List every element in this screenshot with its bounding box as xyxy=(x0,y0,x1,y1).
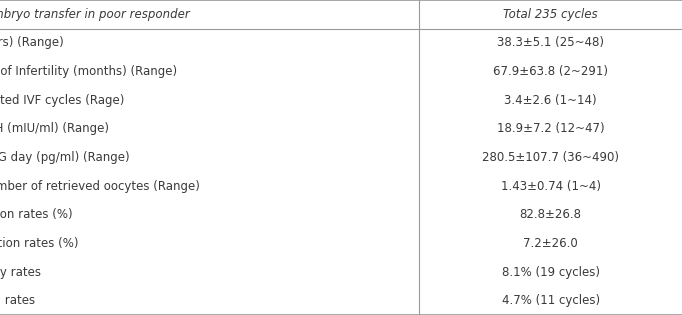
Text: Pregnancy rates: Pregnancy rates xyxy=(0,266,42,278)
Text: 4.7% (11 cycles): 4.7% (11 cycles) xyxy=(502,294,599,307)
Text: Implantation rates (%): Implantation rates (%) xyxy=(0,237,79,250)
Text: 280.5±107.7 (36~490): 280.5±107.7 (36~490) xyxy=(482,151,619,164)
Text: Single embryo transfer in poor responder: Single embryo transfer in poor responder xyxy=(0,8,190,21)
Text: 67.9±63.8 (2~291): 67.9±63.8 (2~291) xyxy=(493,65,608,78)
Text: Age (years) (Range): Age (years) (Range) xyxy=(0,37,64,49)
Text: 8.1% (19 cycles): 8.1% (19 cycles) xyxy=(502,266,599,278)
Text: 7.2±26.0: 7.2±26.0 xyxy=(523,237,578,250)
Text: Duration of Infertility (months) (Range): Duration of Infertility (months) (Range) xyxy=(0,65,177,78)
Text: Mean number of retrieved oocytes (Range): Mean number of retrieved oocytes (Range) xyxy=(0,180,201,193)
Text: 3.4±2.6 (1~14): 3.4±2.6 (1~14) xyxy=(505,94,597,107)
Text: 82.8±26.8: 82.8±26.8 xyxy=(520,208,582,221)
Text: Prior treated IVF cycles (Rage): Prior treated IVF cycles (Rage) xyxy=(0,94,125,107)
Text: 1.43±0.74 (1~4): 1.43±0.74 (1~4) xyxy=(501,180,601,193)
Text: Fertilization rates (%): Fertilization rates (%) xyxy=(0,208,73,221)
Text: 18.9±7.2 (12~47): 18.9±7.2 (12~47) xyxy=(497,122,604,135)
Text: Basal FSH (mIU/ml) (Range): Basal FSH (mIU/ml) (Range) xyxy=(0,122,109,135)
Text: E2 on hCG day (pg/ml) (Range): E2 on hCG day (pg/ml) (Range) xyxy=(0,151,130,164)
Text: 38.3±5.1 (25~48): 38.3±5.1 (25~48) xyxy=(497,37,604,49)
Text: Live birth rates: Live birth rates xyxy=(0,294,35,307)
Text: Total 235 cycles: Total 235 cycles xyxy=(503,8,598,21)
